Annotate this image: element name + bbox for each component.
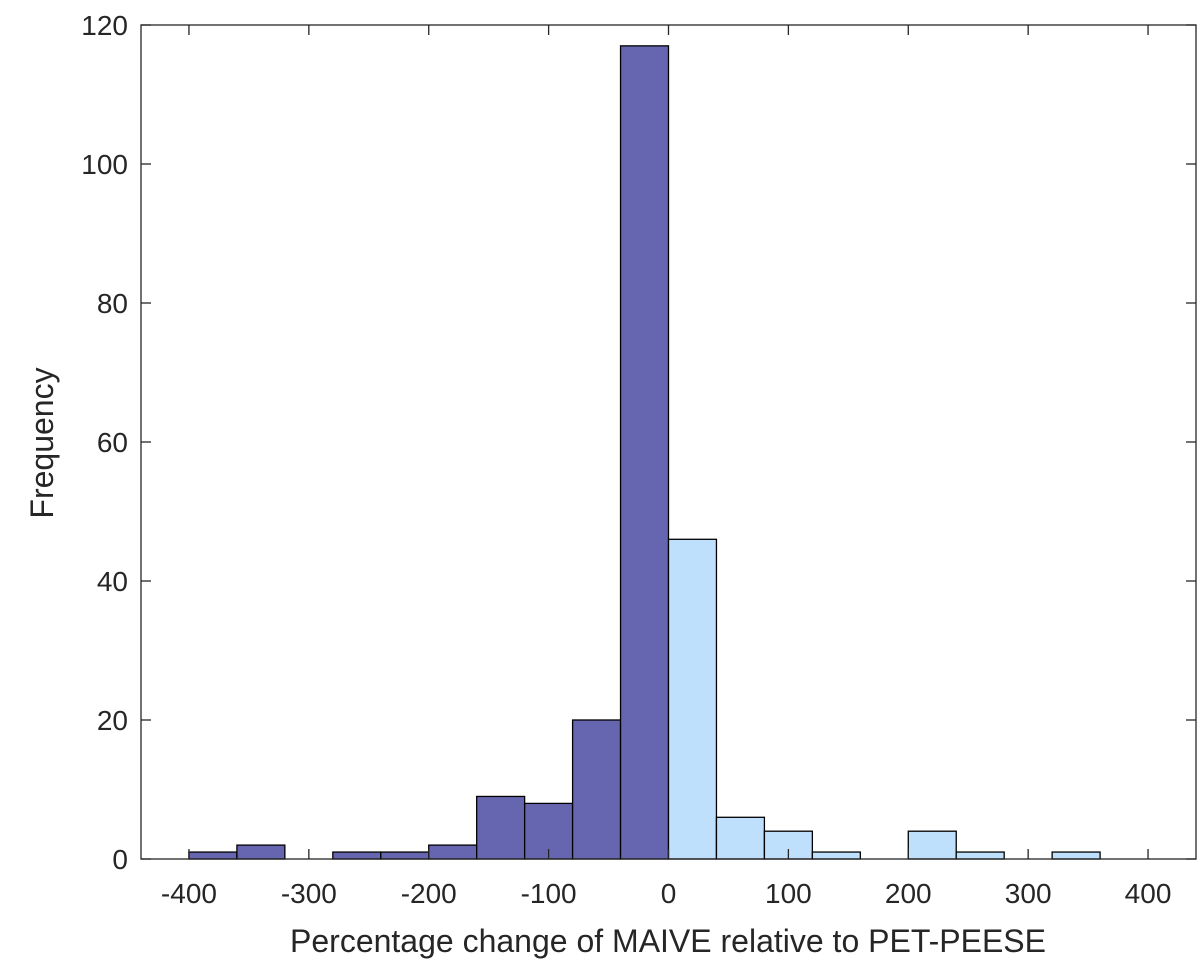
x-tick-label: -100 bbox=[521, 878, 577, 909]
histogram-bar bbox=[380, 851, 430, 860]
bars-layer bbox=[188, 45, 1101, 860]
histogram-bar bbox=[1051, 851, 1101, 860]
axes-layer: -400 -300 -200 -100 0 100 200 300 400 0 20 40 60 80 10… bbox=[81, 10, 1197, 909]
histogram-bar bbox=[619, 45, 670, 860]
y-tick-label: 40 bbox=[97, 566, 128, 597]
histogram-bar bbox=[715, 816, 766, 860]
y-tick-label: 80 bbox=[97, 288, 128, 319]
x-tick-label: 100 bbox=[765, 878, 812, 909]
y-tick-label: 100 bbox=[81, 149, 128, 180]
x-tick-label: 300 bbox=[1005, 878, 1052, 909]
x-tick-label: -300 bbox=[281, 878, 337, 909]
histogram-bar bbox=[332, 851, 382, 860]
histogram-bar bbox=[236, 844, 286, 860]
y-tick-label: 60 bbox=[97, 427, 128, 458]
histogram-bar bbox=[571, 719, 622, 860]
histogram-bar bbox=[428, 844, 478, 860]
x-tick-label: -200 bbox=[401, 878, 457, 909]
y-axis-title: Frequency bbox=[24, 367, 60, 518]
x-tick-label: -400 bbox=[161, 878, 217, 909]
histogram-bar bbox=[188, 851, 238, 860]
histogram-bar bbox=[955, 851, 1005, 860]
y-tick-label: 0 bbox=[112, 844, 128, 875]
histogram-bar bbox=[476, 795, 526, 860]
histogram-bar bbox=[811, 851, 861, 860]
x-tick-label: 400 bbox=[1125, 878, 1172, 909]
y-tick-label: 20 bbox=[97, 705, 128, 736]
y-tick-label: 120 bbox=[81, 10, 128, 41]
histogram-bar bbox=[667, 538, 718, 860]
x-tick-label: 200 bbox=[885, 878, 932, 909]
x-axis-title: Percentage change of MAIVE relative to P… bbox=[290, 923, 1046, 959]
x-tick-label: 0 bbox=[661, 878, 677, 909]
histogram-bar bbox=[907, 830, 957, 860]
labels-layer: Percentage change of MAIVE relative to P… bbox=[24, 367, 1046, 959]
